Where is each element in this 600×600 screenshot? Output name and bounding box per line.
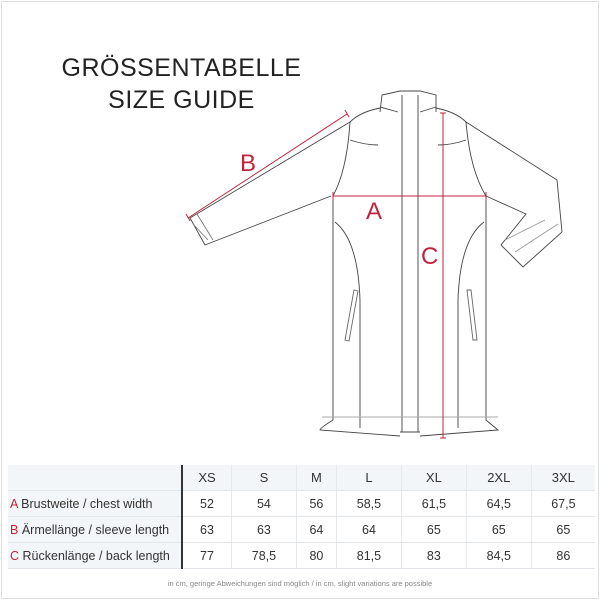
cell: 58,5 bbox=[336, 490, 402, 517]
size-header: 3XL bbox=[530, 465, 595, 491]
cell: 83 bbox=[400, 542, 467, 569]
cell: 81,5 bbox=[336, 542, 402, 569]
cell: 65 bbox=[400, 516, 467, 543]
coat-outline bbox=[189, 90, 563, 437]
cell: 61,5 bbox=[400, 490, 467, 517]
row-label: A Brustweite / chest width bbox=[8, 490, 183, 517]
cell: 64,5 bbox=[465, 490, 532, 517]
row-label: B Ärmellänge / sleeve length bbox=[8, 516, 183, 543]
table-row: C Rückenlänge / back length 77 78,5 80 8… bbox=[8, 542, 595, 569]
row-label: C Rückenlänge / back length bbox=[8, 542, 183, 569]
size-header: S bbox=[230, 465, 297, 491]
table-row: A Brustweite / chest width 52 54 56 58,5… bbox=[8, 490, 595, 517]
header-row: XS S M L XL 2XL 3XL bbox=[8, 465, 595, 491]
cell: 77 bbox=[180, 542, 232, 569]
chest-width-line bbox=[332, 192, 487, 200]
footnote: in cm, geringe Abweichungen sind möglich… bbox=[167, 579, 433, 588]
cell: 52 bbox=[180, 490, 232, 517]
cell: 78,5 bbox=[230, 542, 297, 569]
title-english: SIZE GUIDE bbox=[108, 86, 255, 114]
cell: 63 bbox=[230, 516, 297, 543]
label-b: B bbox=[240, 150, 256, 177]
coat-diagram: B A C bbox=[185, 90, 563, 439]
size-table: XS S M L XL 2XL 3XL A Brustweite / chest… bbox=[8, 465, 595, 569]
size-header: M bbox=[295, 465, 337, 491]
measurement-lines bbox=[185, 109, 487, 439]
cell: 64 bbox=[336, 516, 402, 543]
size-header: XS bbox=[180, 465, 232, 491]
cell: 67,5 bbox=[530, 490, 595, 517]
title-german: GRÖSSENTABELLE bbox=[61, 54, 302, 82]
label-a: A bbox=[366, 198, 382, 225]
page-title: GRÖSSENTABELLE SIZE GUIDE bbox=[54, 52, 309, 116]
size-header: 2XL bbox=[465, 465, 532, 491]
cell: 84,5 bbox=[465, 542, 532, 569]
back-length-line bbox=[440, 112, 446, 439]
cell: 56 bbox=[295, 490, 337, 517]
cell: 80 bbox=[295, 542, 337, 569]
cell: 65 bbox=[465, 516, 532, 543]
table-row: B Ärmellänge / sleeve length 63 63 64 64… bbox=[8, 516, 595, 543]
size-header: XL bbox=[400, 465, 467, 491]
cell: 65 bbox=[530, 516, 595, 543]
cell: 86 bbox=[530, 542, 595, 569]
sleeve-length-line bbox=[185, 109, 350, 222]
cell: 64 bbox=[295, 516, 337, 543]
size-header: L bbox=[336, 465, 402, 491]
cell: 63 bbox=[180, 516, 232, 543]
label-c: C bbox=[421, 243, 438, 270]
cell: 54 bbox=[230, 490, 297, 517]
